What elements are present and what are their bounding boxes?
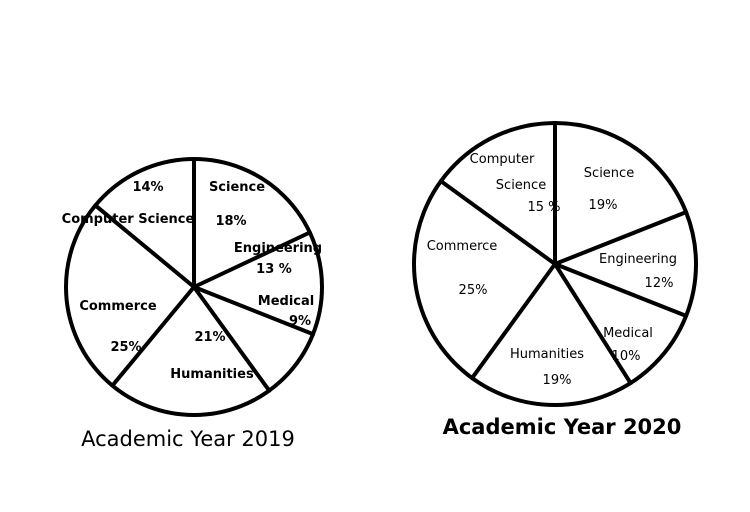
slice-name-label-2019-humanities: Humanities [170, 367, 254, 382]
slice-value-label-2019-science: 18% [215, 214, 246, 229]
slice-boundary-2020-engineering [553, 210, 689, 266]
slice-value-label-2019-humanities: 21% [194, 330, 225, 345]
slice-value-label-2020-computer-science: 15 % [527, 200, 560, 215]
slice-name-label-2019-engineering: Engineering [234, 241, 322, 256]
slice-name-label-2020-computer-science: Computer Science [470, 152, 547, 193]
pie-chart-2019: Science 18% Engineering 13 % Medical 9% Humani… [62, 157, 324, 417]
slice-boundary-2020-commerce [470, 262, 557, 381]
slice-name-label-2019-computer-science: Computer Science [62, 212, 195, 227]
slice-name-label-2020-medical: Medical [603, 326, 653, 341]
slice-boundary-2019-medical [192, 285, 315, 337]
slice-value-label-2020-science: 19% [589, 198, 618, 213]
slice-name-label-2019-science: Science [209, 180, 265, 195]
slice-name-label-2020-engineering: Engineering [599, 252, 677, 267]
pie-chart-2020: Science 19% Engineering 12% Medical 10% Humani… [412, 121, 698, 407]
slice-value-label-2019-computer-science: 14% [132, 180, 163, 195]
chart-title-2019: Academic Year 2019 [81, 427, 295, 451]
slice-boundary-2020-humanities [553, 262, 633, 386]
chart-title-2020: Academic Year 2020 [443, 415, 682, 439]
slice-boundary-2019-engineering [192, 230, 312, 289]
slice-name-line: Computer [470, 152, 535, 167]
slice-boundary-2020-medical [553, 262, 689, 318]
slice-name-label-2020-humanities: Humanities [510, 347, 584, 362]
slice-name-label-2020-science: Science [584, 166, 634, 181]
slice-boundary-2019-humanities [192, 285, 272, 393]
slice-value-label-2020-humanities: 19% [543, 373, 572, 388]
slice-value-label-2019-engineering: 13 % [256, 262, 292, 277]
slice-value-label-2019-commerce: 25% [110, 340, 141, 355]
slice-value-label-2020-medical: 10% [612, 349, 641, 364]
slice-boundary-2020-computer-science [438, 179, 557, 266]
slice-name-label-2020-commerce: Commerce [427, 239, 498, 254]
slice-name-line: Science [496, 178, 546, 193]
slice-value-label-2020-commerce: 25% [459, 283, 488, 298]
slice-boundary-2019-commerce [110, 285, 196, 388]
slice-value-label-2020-engineering: 12% [645, 276, 674, 291]
slice-value-label-2019-medical: 9% [289, 314, 311, 329]
slice-boundary-2019-computer-science [93, 203, 196, 289]
slice-name-label-2019-medical: Medical [258, 294, 314, 309]
slice-name-label-2019-commerce: Commerce [79, 299, 156, 314]
